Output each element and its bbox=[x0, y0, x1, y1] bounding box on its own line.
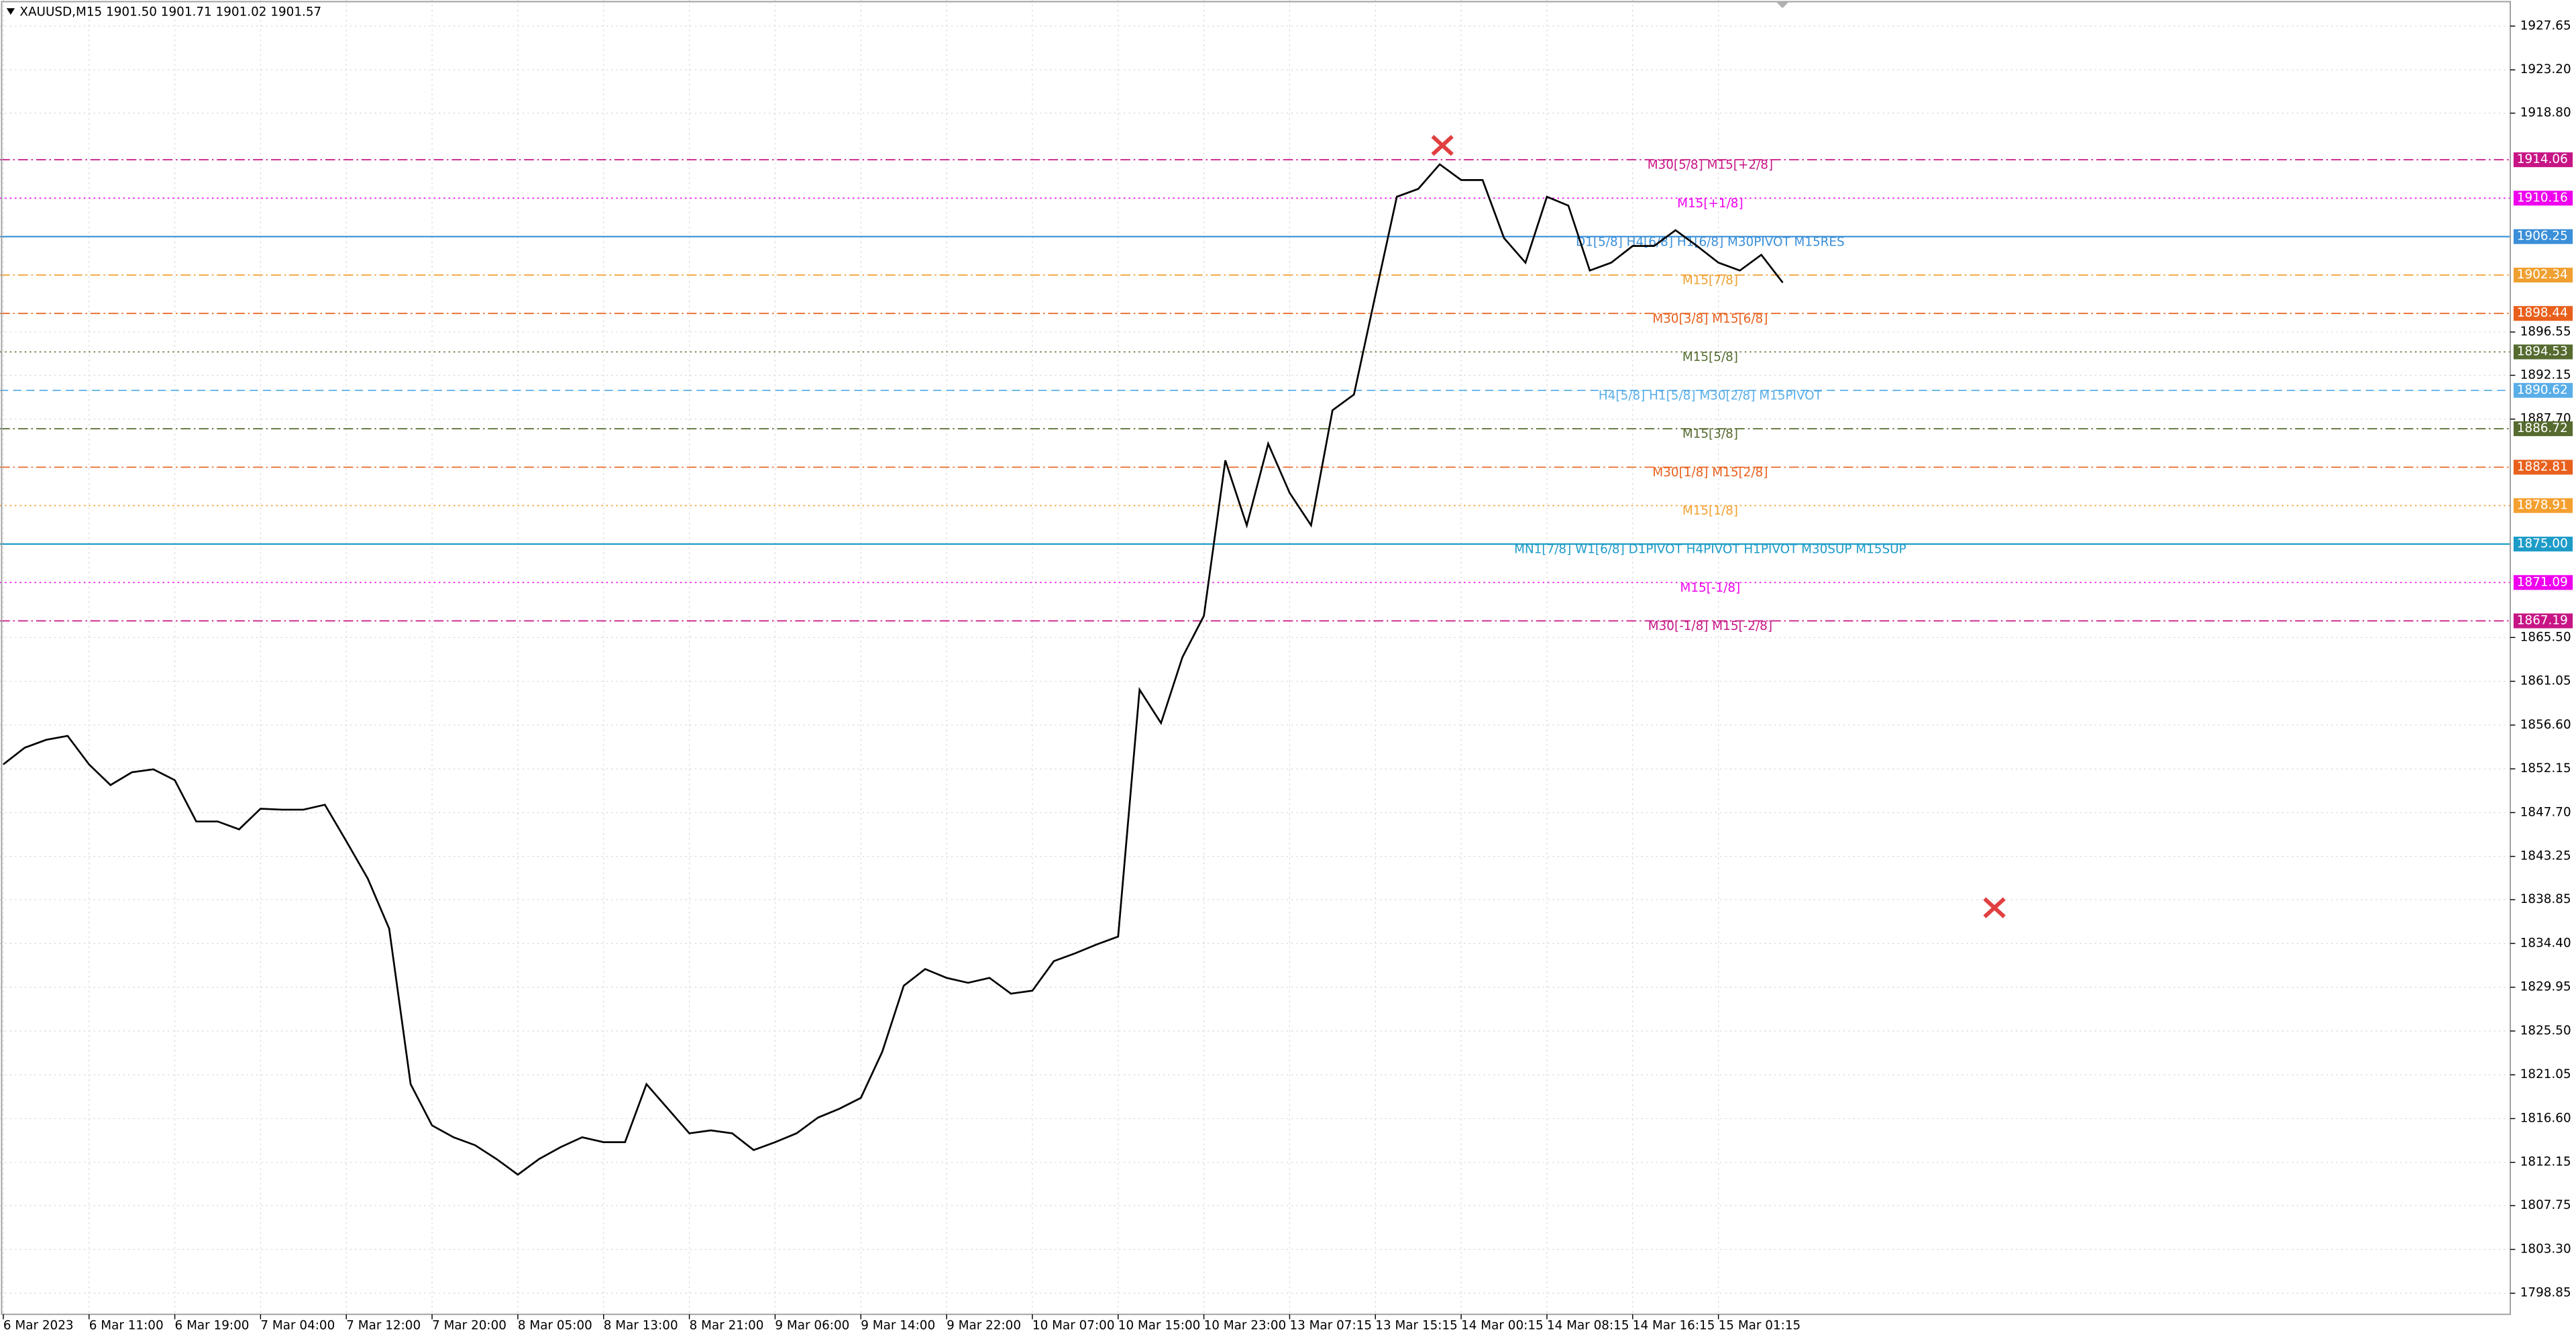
level-price-label: 1902.34 bbox=[2517, 268, 2568, 282]
x-tick-label: 14 Mar 16:15 bbox=[1633, 1318, 1715, 1332]
level-text: M15[+1/8] bbox=[1677, 197, 1743, 211]
level-price-label: 1875.00 bbox=[2517, 537, 2568, 551]
x-tick-label: 8 Mar 13:00 bbox=[604, 1318, 678, 1332]
x-tick-label: 7 Mar 20:00 bbox=[432, 1318, 506, 1332]
level-price-label: 1910.16 bbox=[2517, 191, 2568, 205]
chart-title: XAUUSD,M15 1901.50 1901.71 1901.02 1901.… bbox=[19, 5, 321, 19]
y-tick-label: 1825.50 bbox=[2520, 1024, 2571, 1038]
level-price-label: 1878.91 bbox=[2517, 498, 2568, 513]
x-tick-label: 9 Mar 22:00 bbox=[947, 1318, 1021, 1332]
y-tick-label: 1816.60 bbox=[2520, 1111, 2571, 1125]
x-tick-label: 9 Mar 14:00 bbox=[861, 1318, 935, 1332]
x-tick-label: 13 Mar 15:15 bbox=[1375, 1318, 1458, 1332]
y-tick-label: 1838.85 bbox=[2520, 892, 2571, 906]
x-tick-label: 10 Mar 15:00 bbox=[1118, 1318, 1201, 1332]
y-tick-label: 1821.05 bbox=[2520, 1067, 2571, 1081]
x-tick-label: 15 Mar 01:15 bbox=[1719, 1318, 1801, 1332]
level-text: M30[3/8] M15[6/8] bbox=[1652, 312, 1768, 326]
level-price-box bbox=[2513, 268, 2573, 283]
level-text: M30[-1/8] M15[-2/8] bbox=[1648, 619, 1772, 633]
x-tick-label: 9 Mar 06:00 bbox=[775, 1318, 849, 1332]
level-price-label: 1871.09 bbox=[2517, 575, 2568, 589]
x-tick-label: 14 Mar 00:15 bbox=[1461, 1318, 1544, 1332]
y-tick-label: 1918.80 bbox=[2520, 106, 2571, 120]
level-text: D1[5/8] H4[6/8] H1[6/8] M30PIVOT M15RES bbox=[1576, 235, 1845, 249]
y-tick-label: 1927.65 bbox=[2520, 19, 2571, 33]
title-icon bbox=[6, 8, 15, 15]
plot-frame bbox=[1, 1, 2512, 1316]
y-tick-label: 1923.20 bbox=[2520, 62, 2571, 76]
x-tick-label: 10 Mar 07:00 bbox=[1032, 1318, 1115, 1332]
level-price-box bbox=[2513, 536, 2573, 552]
price-line bbox=[3, 163, 1784, 1176]
level-text: M30[1/8] M15[2/8] bbox=[1652, 466, 1768, 480]
plot bbox=[3, 163, 1784, 1176]
level-text: M30[5/8] M15[+2/8] bbox=[1648, 158, 1773, 172]
y-tick-label: 1856.60 bbox=[2520, 718, 2571, 732]
axes: 1927.651923.201918.801896.551892.151887.… bbox=[3, 19, 2573, 1332]
level-price-label: 1867.19 bbox=[2517, 614, 2568, 628]
y-tick-label: 1865.50 bbox=[2520, 630, 2571, 644]
level-price-label: 1894.53 bbox=[2517, 345, 2568, 359]
level-price-box bbox=[2513, 575, 2573, 590]
y-tick-label: 1834.40 bbox=[2520, 936, 2571, 950]
level-text: H4[5/8] H1[5/8] M30[2/8] M15PIVOT bbox=[1599, 388, 1823, 403]
y-tick-label: 1892.15 bbox=[2520, 368, 2571, 382]
level-price-box bbox=[2513, 306, 2573, 321]
level-text: M15[5/8] bbox=[1682, 350, 1738, 364]
level-price-box bbox=[2513, 421, 2573, 437]
level-price-box bbox=[2513, 382, 2573, 398]
x-tick-label: 7 Mar 12:00 bbox=[346, 1318, 421, 1332]
y-tick-label: 1812.15 bbox=[2520, 1155, 2571, 1169]
x-tick-label: 6 Mar 19:00 bbox=[175, 1318, 250, 1332]
x-tick-label: 8 Mar 21:00 bbox=[690, 1318, 764, 1332]
shift-marker bbox=[1776, 1, 1789, 9]
y-tick-label: 1847.70 bbox=[2520, 805, 2571, 819]
level-price-box bbox=[2513, 152, 2573, 168]
x-tick-label: 7 Mar 04:00 bbox=[260, 1318, 335, 1332]
x-tick-label: 8 Mar 05:00 bbox=[518, 1318, 592, 1332]
y-tick-label: 1807.75 bbox=[2520, 1198, 2571, 1212]
level-text: M15[-1/8] bbox=[1680, 581, 1741, 595]
level-text: M15[7/8] bbox=[1682, 274, 1738, 288]
cross-marker bbox=[1983, 897, 2006, 918]
x-tick-label: 14 Mar 08:15 bbox=[1547, 1318, 1629, 1332]
x-tick-label: 10 Mar 23:00 bbox=[1204, 1318, 1287, 1332]
x-tick-label: 13 Mar 07:15 bbox=[1289, 1318, 1372, 1332]
level-text: M15[3/8] bbox=[1682, 427, 1738, 441]
level-price-box bbox=[2513, 498, 2573, 513]
level-price-label: 1898.44 bbox=[2517, 306, 2568, 320]
level-price-label: 1890.62 bbox=[2517, 383, 2568, 397]
levels: M30[5/8] M15[+2/8] M15[+1/8] D1[5/8] H4[6/… bbox=[0, 158, 2511, 633]
level-price-label: 1914.06 bbox=[2517, 152, 2568, 166]
level-price-box bbox=[2513, 460, 2573, 475]
level-price-label: 1906.25 bbox=[2517, 229, 2568, 244]
level-price-box bbox=[2513, 191, 2573, 206]
y-tick-label: 1803.30 bbox=[2520, 1242, 2571, 1256]
level-price-box bbox=[2513, 344, 2573, 360]
y-tick-label: 1852.15 bbox=[2520, 761, 2571, 775]
y-tick-label: 1861.05 bbox=[2520, 674, 2571, 688]
level-text: M15[1/8] bbox=[1682, 504, 1738, 518]
x-tick-label: 6 Mar 11:00 bbox=[89, 1318, 164, 1332]
cross-marker bbox=[1431, 135, 1454, 156]
level-price-box bbox=[2513, 229, 2573, 244]
x-tick-label: 6 Mar 2023 bbox=[3, 1318, 74, 1332]
level-text: MN1[7/8] W1[6/8] D1PIVOT H4PIVOT H1PIVOT… bbox=[1514, 543, 1907, 557]
y-tick-label: 1798.85 bbox=[2520, 1286, 2571, 1300]
grid bbox=[0, 0, 2511, 1315]
y-tick-label: 1829.95 bbox=[2520, 980, 2571, 994]
y-tick-label: 1896.55 bbox=[2520, 325, 2571, 339]
y-tick-label: 1843.25 bbox=[2520, 849, 2571, 863]
level-price-label: 1882.81 bbox=[2517, 460, 2568, 474]
level-price-label: 1886.72 bbox=[2517, 421, 2568, 435]
level-price-box bbox=[2513, 613, 2573, 629]
